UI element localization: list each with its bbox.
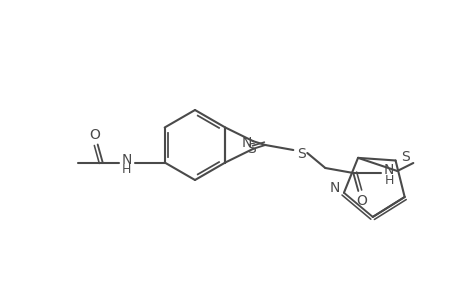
Text: S: S [400,151,409,164]
Text: S: S [297,147,305,161]
Text: N: N [329,181,339,195]
Text: N: N [383,163,394,177]
Text: S: S [246,142,255,156]
Text: O: O [355,194,366,208]
Text: H: H [122,163,131,176]
Text: N: N [121,152,132,167]
Text: H: H [384,173,393,187]
Text: N: N [241,136,252,150]
Text: O: O [89,128,100,142]
